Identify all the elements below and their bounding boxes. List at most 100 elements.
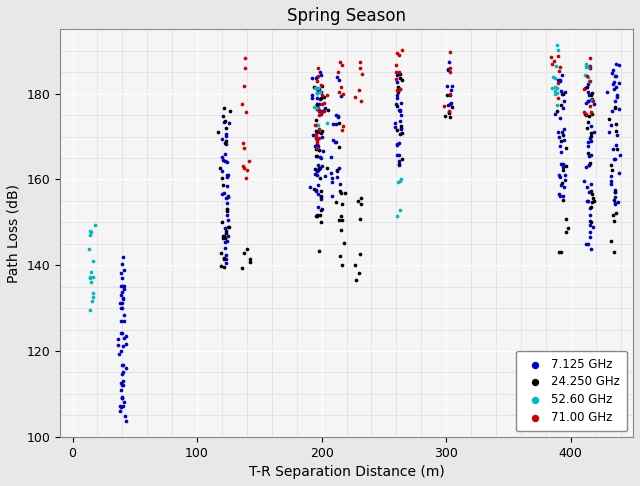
7.125 GHz [556, 160, 566, 168]
71.00 GHz [584, 62, 595, 70]
7.125 GHz [581, 163, 591, 171]
7.125 GHz [113, 335, 124, 343]
24.250 GHz [316, 206, 326, 213]
71.00 GHz [240, 64, 250, 72]
7.125 GHz [584, 211, 595, 219]
24.250 GHz [557, 131, 568, 139]
71.00 GHz [241, 108, 251, 116]
24.250 GHz [333, 216, 344, 224]
7.125 GHz [118, 295, 128, 303]
24.250 GHz [609, 217, 619, 225]
7.125 GHz [316, 71, 326, 79]
52.60 GHz [310, 84, 320, 92]
7.125 GHz [116, 381, 127, 389]
7.125 GHz [583, 97, 593, 105]
24.250 GHz [317, 82, 327, 90]
7.125 GHz [585, 135, 595, 142]
24.250 GHz [312, 212, 322, 220]
7.125 GHz [114, 350, 124, 358]
7.125 GHz [119, 398, 129, 405]
7.125 GHz [589, 100, 599, 108]
24.250 GHz [557, 179, 567, 187]
52.60 GHz [88, 257, 98, 264]
24.250 GHz [333, 143, 344, 151]
7.125 GHz [333, 76, 344, 84]
7.125 GHz [583, 240, 593, 248]
71.00 GHz [319, 99, 329, 107]
71.00 GHz [243, 157, 253, 165]
7.125 GHz [394, 106, 404, 114]
52.60 GHz [550, 87, 560, 94]
24.250 GHz [557, 196, 568, 204]
24.250 GHz [585, 159, 595, 167]
7.125 GHz [586, 122, 596, 130]
71.00 GHz [549, 57, 559, 65]
24.250 GHz [316, 94, 326, 102]
71.00 GHz [584, 77, 595, 85]
7.125 GHz [312, 166, 323, 174]
24.250 GHz [216, 249, 226, 257]
71.00 GHz [336, 83, 346, 91]
7.125 GHz [583, 197, 593, 205]
7.125 GHz [115, 407, 125, 415]
52.60 GHz [587, 97, 597, 104]
7.125 GHz [442, 65, 452, 73]
7.125 GHz [586, 234, 596, 242]
71.00 GHz [316, 109, 326, 117]
7.125 GHz [223, 193, 234, 201]
7.125 GHz [554, 173, 564, 181]
7.125 GHz [560, 172, 570, 179]
24.250 GHz [395, 131, 405, 139]
7.125 GHz [390, 123, 401, 131]
7.125 GHz [312, 168, 322, 175]
7.125 GHz [316, 154, 326, 161]
7.125 GHz [118, 377, 128, 385]
7.125 GHz [118, 368, 128, 376]
7.125 GHz [558, 160, 568, 168]
71.00 GHz [579, 108, 589, 116]
7.125 GHz [586, 96, 596, 104]
7.125 GHz [219, 118, 229, 126]
24.250 GHz [354, 269, 364, 277]
24.250 GHz [217, 218, 227, 226]
71.00 GHz [317, 91, 327, 99]
7.125 GHz [445, 87, 456, 94]
24.250 GHz [316, 129, 326, 137]
7.125 GHz [119, 317, 129, 325]
7.125 GHz [311, 134, 321, 142]
71.00 GHz [444, 48, 454, 56]
7.125 GHz [609, 155, 619, 163]
24.250 GHz [587, 95, 597, 103]
52.60 GHz [312, 104, 322, 112]
24.250 GHz [393, 83, 403, 90]
71.00 GHz [238, 139, 248, 147]
24.250 GHz [219, 263, 229, 271]
52.60 GHz [547, 85, 557, 92]
7.125 GHz [223, 192, 234, 200]
52.60 GHz [552, 101, 563, 109]
7.125 GHz [394, 85, 404, 92]
7.125 GHz [311, 74, 321, 82]
7.125 GHz [223, 232, 234, 240]
7.125 GHz [589, 128, 599, 136]
7.125 GHz [317, 147, 328, 155]
7.125 GHz [314, 69, 324, 76]
24.250 GHz [237, 264, 248, 272]
7.125 GHz [392, 91, 403, 99]
71.00 GHz [394, 69, 404, 76]
52.60 GHz [581, 60, 591, 68]
7.125 GHz [118, 381, 128, 388]
24.250 GHz [395, 70, 405, 78]
71.00 GHz [319, 107, 329, 115]
24.250 GHz [218, 234, 228, 242]
7.125 GHz [223, 216, 234, 224]
7.125 GHz [607, 107, 617, 115]
7.125 GHz [556, 87, 566, 95]
7.125 GHz [558, 163, 568, 171]
24.250 GHz [340, 189, 350, 197]
7.125 GHz [555, 115, 565, 122]
71.00 GHz [445, 90, 455, 98]
7.125 GHz [312, 121, 323, 128]
52.60 GHz [552, 85, 562, 92]
52.60 GHz [312, 84, 323, 91]
